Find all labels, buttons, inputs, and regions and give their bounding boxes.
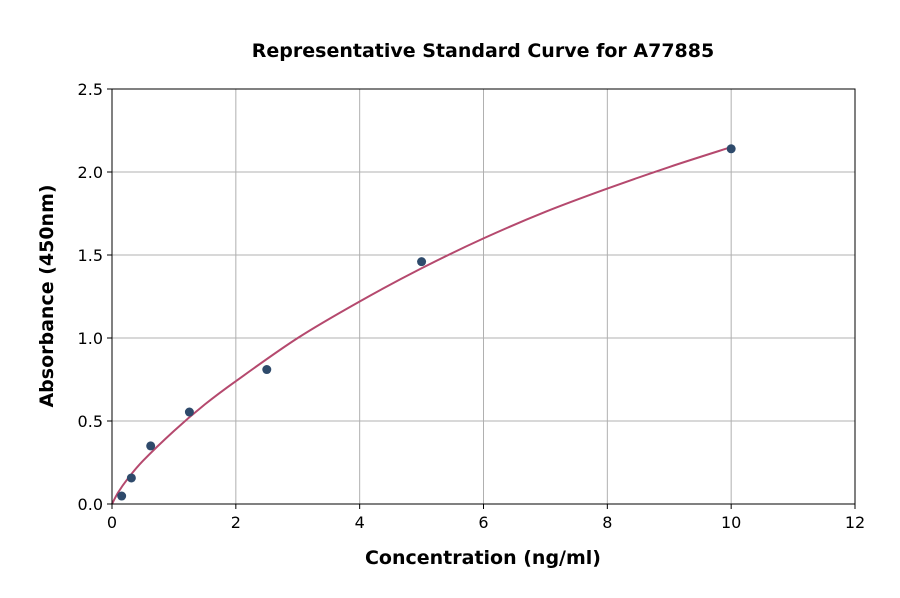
fit-curve-layer xyxy=(111,146,732,505)
x-tick-label: 10 xyxy=(721,513,741,532)
data-point xyxy=(417,257,427,267)
x-axis-label: Concentration (ng/ml) xyxy=(365,547,601,569)
data-point xyxy=(726,144,736,154)
y-tick-label: 2.0 xyxy=(78,163,103,182)
grid xyxy=(111,88,856,505)
data-point xyxy=(117,491,127,501)
x-tick-label: 4 xyxy=(355,513,365,532)
chart-title: Representative Standard Curve for A77885 xyxy=(252,40,714,62)
fit-curve xyxy=(111,146,732,505)
data-point xyxy=(146,441,156,451)
y-tick-label: 0.0 xyxy=(78,495,103,514)
x-tick-label: 0 xyxy=(107,513,117,532)
data-point xyxy=(262,365,272,375)
data-point xyxy=(184,407,194,417)
y-tick-label: 1.0 xyxy=(78,329,103,348)
x-tick-label: 2 xyxy=(231,513,241,532)
data-points xyxy=(117,144,736,501)
x-axis-ticks: 0 2 4 6 8 10 12 xyxy=(107,504,865,532)
x-tick-label: 8 xyxy=(602,513,612,532)
x-tick-label: 6 xyxy=(478,513,488,532)
y-tick-label: 2.5 xyxy=(78,80,103,99)
y-axis-label: Absorbance (450nm) xyxy=(36,184,58,407)
x-tick-label: 12 xyxy=(845,513,865,532)
data-point xyxy=(126,473,136,483)
y-tick-label: 1.5 xyxy=(78,246,103,265)
y-axis-ticks: 0.0 0.5 1.0 1.5 2.0 2.5 xyxy=(78,80,112,514)
y-tick-label: 0.5 xyxy=(78,412,103,431)
